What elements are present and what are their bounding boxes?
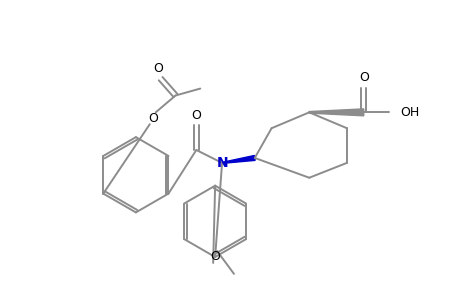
Text: O: O	[147, 112, 157, 125]
Polygon shape	[222, 155, 255, 164]
Polygon shape	[308, 109, 363, 116]
Text: O: O	[153, 62, 163, 75]
Text: O: O	[210, 250, 219, 263]
Text: OH: OH	[399, 106, 419, 119]
Text: O: O	[191, 109, 201, 122]
Text: O: O	[358, 71, 368, 84]
Text: N: N	[216, 156, 227, 170]
